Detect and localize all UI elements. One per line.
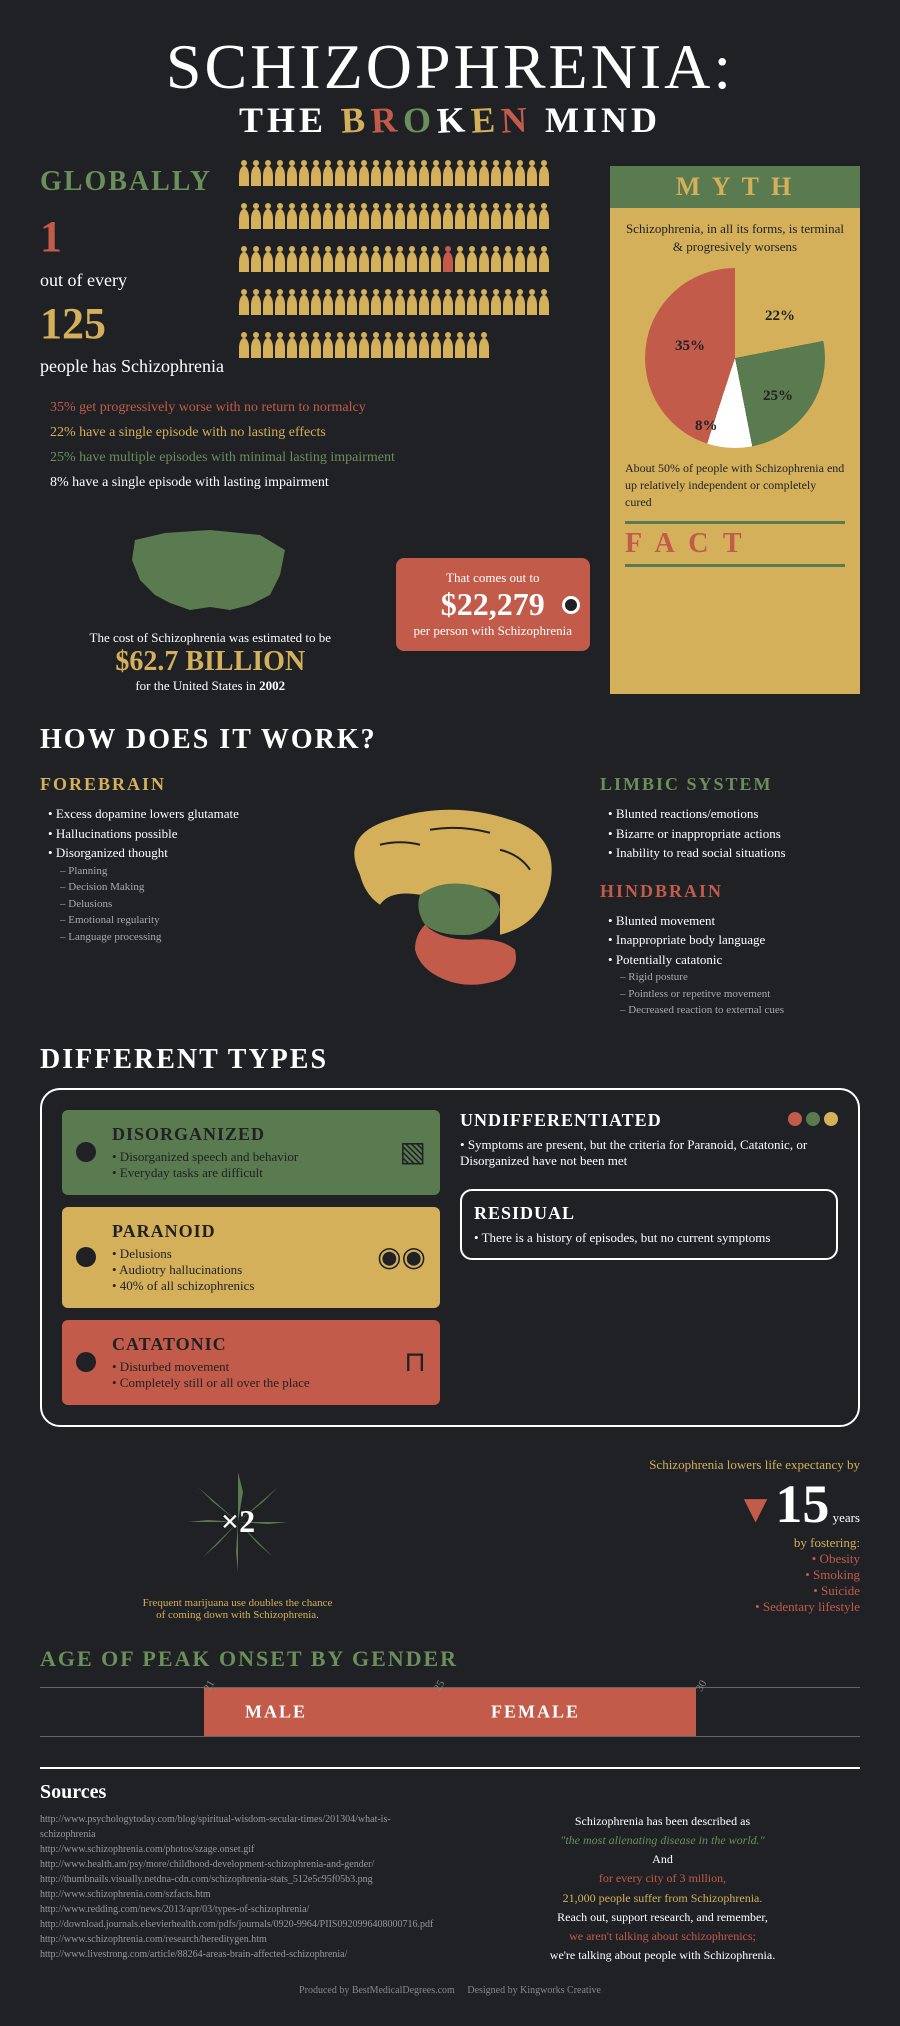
- globally-125: 125: [40, 299, 106, 348]
- age-female: FEMALE: [491, 1701, 580, 1722]
- life-by: by fostering:: [465, 1535, 860, 1551]
- us-map: The cost of Schizophrenia was estimated …: [40, 515, 381, 694]
- types-left: DISORGANIZED• Disorganized speech and be…: [62, 1110, 440, 1405]
- price-tag: That comes out to $22,279 per person wit…: [396, 558, 590, 651]
- stats-list: 35% get progressively worse with no retu…: [40, 395, 590, 496]
- brain-icon: [320, 771, 580, 1019]
- sources: Sources http://www.psychologytoday.com/b…: [40, 1767, 860, 1966]
- sources-list: http://www.psychologytoday.com/blog/spir…: [40, 1812, 435, 1966]
- age-male: MALE: [245, 1701, 307, 1722]
- age-bar: MALE FEMALE 212530: [40, 1687, 860, 1737]
- limbic-title: LIMBIC SYSTEM: [600, 771, 860, 798]
- tag-amount: $22,279: [414, 586, 572, 623]
- marijuana-block: ×2 Frequent marijuana use doubles the ch…: [40, 1452, 435, 1621]
- globally-head: GLOBALLY: [40, 166, 224, 198]
- cost-for: for the United States in: [135, 678, 256, 693]
- main-title: SCHIZOPHRENIA:: [40, 30, 860, 104]
- life-years-n: 15: [775, 1474, 829, 1534]
- age-head: AGE OF PEAK ONSET BY GENDER: [40, 1646, 860, 1672]
- types-right: UNDIFFERENTIATED • Symptoms are present,…: [460, 1110, 838, 1405]
- tag-intro: That comes out to: [446, 570, 540, 585]
- subtitle-the: THE: [239, 100, 327, 140]
- globally-block: GLOBALLY 1 out of every 125 people has S…: [40, 166, 590, 694]
- globally-one: 1: [40, 212, 62, 261]
- types-head: DIFFERENT TYPES: [40, 1044, 860, 1076]
- myth-head: M Y T H: [610, 166, 860, 208]
- myth-box: M Y T H Schizophrenia, in all its forms,…: [610, 166, 860, 694]
- footer: Produced by BestMedicalDegrees.com Desig…: [40, 1985, 860, 1996]
- resid-title: RESIDUAL: [474, 1203, 824, 1224]
- globally-has: people has Schizophrenia: [40, 356, 224, 376]
- resid-text: • There is a history of episodes, but no…: [474, 1230, 824, 1246]
- globally-out: out of every: [40, 270, 127, 290]
- mj-x2: ×2: [220, 1503, 254, 1539]
- how-head: HOW DOES IT WORK?: [40, 724, 860, 756]
- subtitle-mind: MIND: [545, 100, 661, 140]
- people-grid: [239, 166, 549, 380]
- forebrain-title: FOREBRAIN: [40, 771, 300, 798]
- sources-quote: Schizophrenia has been described as "the…: [465, 1812, 860, 1966]
- undiff-title: UNDIFFERENTIATED: [460, 1110, 838, 1131]
- fact-text: About 50% of people with Schizophrenia e…: [625, 460, 845, 510]
- cost-intro: The cost of Schizophrenia was estimated …: [90, 630, 332, 645]
- limbic-hindbrain-col: LIMBIC SYSTEM Blunted reactions/emotions…: [600, 771, 860, 1019]
- fact-head: F A C T: [625, 521, 845, 567]
- hindbrain-title: HINDBRAIN: [600, 878, 860, 905]
- life-years: years: [833, 1510, 860, 1525]
- sources-head: Sources: [40, 1781, 860, 1804]
- subtitle: THE BROKEN MIND: [40, 99, 860, 141]
- cost-year: 2002: [259, 678, 285, 693]
- subtitle-broken: BROKEN: [340, 99, 532, 141]
- life-expectancy: Schizophrenia lowers life expectancy by …: [465, 1457, 860, 1615]
- mj-text: Frequent marijuana use doubles the chanc…: [138, 1597, 338, 1621]
- tag-per: per person with Schizophrenia: [414, 623, 572, 638]
- pie-chart: 22%25%8%35%: [645, 268, 825, 448]
- undiff-text: • Symptoms are present, but the criteria…: [460, 1137, 838, 1169]
- forebrain-col: FOREBRAIN Excess dopamine lowers glutama…: [40, 771, 300, 1019]
- myth-text: Schizophrenia, in all its forms, is term…: [625, 220, 845, 256]
- life-lowers: Schizophrenia lowers life expectancy by: [465, 1457, 860, 1473]
- cost-amount: $62.7 BILLION: [40, 646, 381, 678]
